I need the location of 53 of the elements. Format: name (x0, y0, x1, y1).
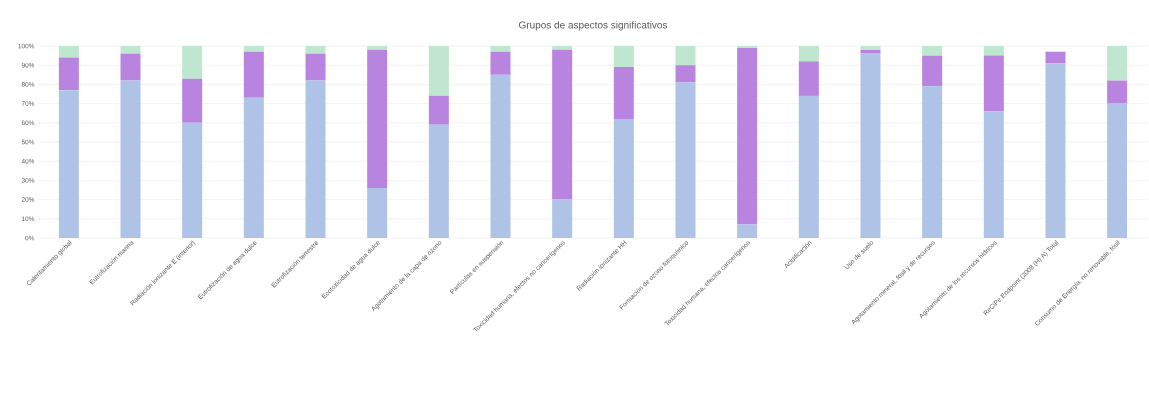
bar (860, 53, 881, 238)
bar (182, 45, 203, 79)
bar (182, 78, 203, 123)
bar (983, 55, 1004, 112)
bar (243, 97, 264, 238)
bar (367, 45, 388, 50)
bar (120, 45, 141, 54)
bar (1045, 63, 1066, 238)
bar (983, 111, 1004, 238)
bar (1045, 51, 1066, 64)
bar (922, 55, 943, 87)
bar (58, 57, 79, 91)
bar (428, 45, 449, 96)
bar (367, 188, 388, 238)
bar (490, 45, 511, 52)
bar (120, 53, 141, 81)
bar (922, 45, 943, 56)
bar (1107, 45, 1128, 81)
bar (613, 45, 634, 68)
bar (675, 45, 696, 66)
bar (305, 53, 326, 81)
bar (120, 80, 141, 238)
bar (1107, 80, 1128, 104)
bar (305, 80, 326, 238)
bar (860, 49, 881, 54)
bar (552, 49, 573, 200)
bar (798, 45, 819, 62)
bar (552, 199, 573, 238)
bar (737, 47, 758, 225)
bar (983, 45, 1004, 56)
bar (428, 124, 449, 238)
bar (675, 82, 696, 238)
chart-title: Grupos de aspectos significativos (519, 21, 668, 31)
bar (243, 51, 264, 98)
bar (182, 122, 203, 238)
bar (613, 67, 634, 119)
bar (367, 49, 388, 189)
bar (613, 118, 634, 238)
bar (490, 51, 511, 75)
bar (675, 65, 696, 83)
bar (58, 45, 79, 58)
bar (922, 86, 943, 238)
bar (737, 224, 758, 238)
bar (1107, 103, 1128, 238)
bar (798, 61, 819, 96)
bar (860, 45, 881, 50)
bar (798, 95, 819, 238)
bar (490, 74, 511, 238)
bar (305, 45, 326, 54)
bar (243, 45, 264, 52)
bar (58, 90, 79, 238)
bar (428, 95, 449, 125)
bar (552, 45, 573, 50)
